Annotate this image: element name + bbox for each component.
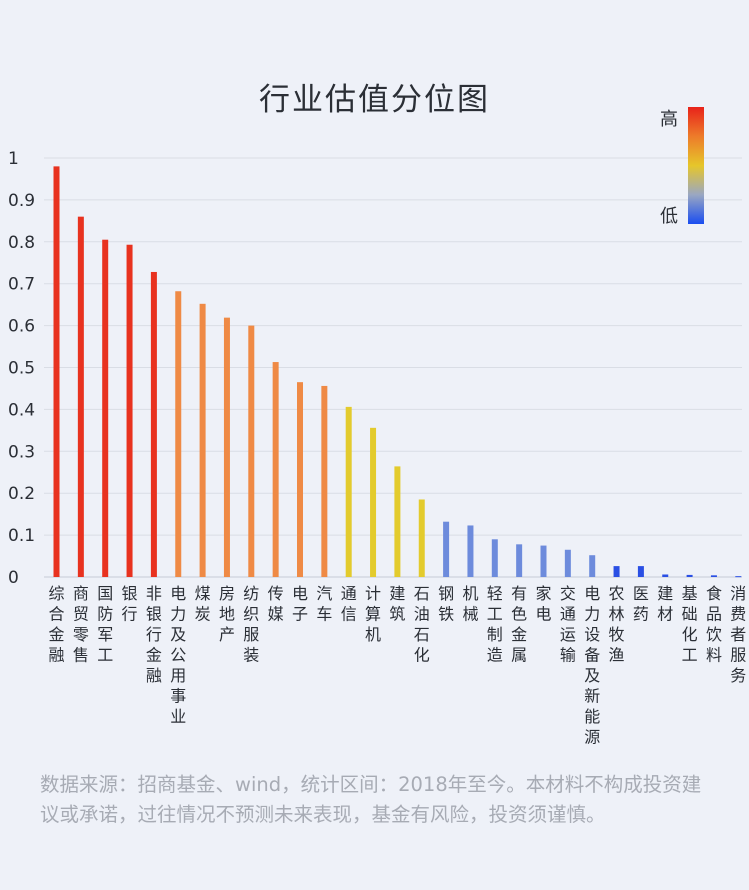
chart-title: 行业估值分位图 <box>259 82 490 118</box>
y-tick-label: 0.1 <box>8 526 35 546</box>
bar <box>613 566 620 577</box>
x-category-label: 汽车 <box>316 584 332 624</box>
bar <box>564 549 571 577</box>
bar <box>589 555 596 577</box>
bar <box>321 385 328 577</box>
x-category-label: 国防军工 <box>97 584 113 665</box>
bar <box>345 406 352 577</box>
y-tick-label: 0.4 <box>8 400 35 420</box>
x-category-label: 房地产 <box>219 584 235 644</box>
bar <box>394 466 401 577</box>
bar <box>443 521 450 577</box>
gridlines <box>44 157 742 578</box>
x-category-label: 有色金属 <box>511 584 527 665</box>
y-tick-label: 0.3 <box>8 442 35 462</box>
bar <box>102 239 109 577</box>
legend-gradient-bar <box>688 107 704 224</box>
bar <box>223 317 230 577</box>
x-category-label: 纺织服装 <box>243 584 259 665</box>
bar <box>418 499 425 577</box>
bar <box>297 382 303 577</box>
bar <box>126 244 133 577</box>
x-category-label: 电力及公用事业 <box>170 584 186 726</box>
bar-chart: 0 0.1 0.2 0.3 0.4 0.5 0.6 0.7 0.8 0.9 1 综合金融商贸零售国防… <box>8 107 746 747</box>
bar <box>150 271 157 577</box>
x-category-label: 电力设备及新能源 <box>584 584 600 747</box>
y-tick-label: 0.8 <box>8 233 35 253</box>
category-labels: 综合金融商贸零售国防军工银行非银行金融电力及公用事业煤炭房地产纺织服装传媒电子汽… <box>48 584 746 747</box>
bar <box>199 303 206 577</box>
x-category-label: 煤炭 <box>195 584 211 624</box>
y-tick-label: 0.6 <box>8 317 35 337</box>
y-tick-label: 0.5 <box>8 359 35 379</box>
x-category-label: 钢铁 <box>438 584 454 624</box>
x-category-label: 基础化工 <box>682 584 698 665</box>
bar <box>77 216 84 577</box>
x-category-label: 消费者服务 <box>730 584 746 685</box>
bar <box>53 166 60 577</box>
x-category-label: 家电 <box>535 584 551 624</box>
x-category-label: 食品饮料 <box>706 584 722 665</box>
legend-high-label: 高 <box>660 109 678 130</box>
x-category-label: 石油石化 <box>414 584 430 665</box>
x-category-label: 计算机 <box>365 584 381 644</box>
x-category-label: 农林牧渔 <box>609 584 625 665</box>
y-axis-ticks: 0 0.1 0.2 0.3 0.4 0.5 0.6 0.7 0.8 0.9 1 <box>8 149 35 588</box>
bar <box>516 544 523 577</box>
bar <box>735 576 742 578</box>
x-category-label: 建材 <box>657 584 673 624</box>
x-category-label: 商贸零售 <box>73 584 89 665</box>
bars <box>53 166 742 578</box>
x-category-label: 轻工制造 <box>487 584 503 665</box>
x-category-label: 非银行金融 <box>146 584 162 685</box>
bar <box>272 362 279 577</box>
legend-low-label: 低 <box>660 206 678 227</box>
bar <box>467 525 474 577</box>
bar <box>662 574 669 577</box>
y-tick-label: 1 <box>8 149 19 169</box>
x-category-label: 银行 <box>122 584 138 624</box>
y-tick-label: 0.2 <box>8 484 35 504</box>
x-category-label: 传媒 <box>268 584 284 624</box>
x-category-label: 电子 <box>292 584 308 624</box>
footnote: 数据来源：招商基金、wind，统计区间：2018年至今。本材料不构成投资建议或承… <box>40 773 702 826</box>
y-tick-label: 0.7 <box>8 275 35 295</box>
x-category-label: 医药 <box>633 584 649 624</box>
y-tick-label: 0.9 <box>8 191 35 211</box>
bar <box>686 574 693 577</box>
x-category-label: 综合金融 <box>48 584 64 665</box>
y-tick-label: 0 <box>8 568 19 588</box>
x-category-label: 机械 <box>462 584 478 624</box>
bar <box>370 427 377 577</box>
bar <box>491 539 498 577</box>
bar <box>637 566 644 577</box>
bar <box>248 325 255 577</box>
bar <box>175 291 182 577</box>
color-legend: 高 低 <box>660 107 704 227</box>
bar <box>540 545 547 577</box>
x-category-label: 建筑 <box>389 584 405 624</box>
bar <box>710 575 717 577</box>
x-category-label: 交通运输 <box>560 584 576 665</box>
x-category-label: 通信 <box>341 584 357 624</box>
